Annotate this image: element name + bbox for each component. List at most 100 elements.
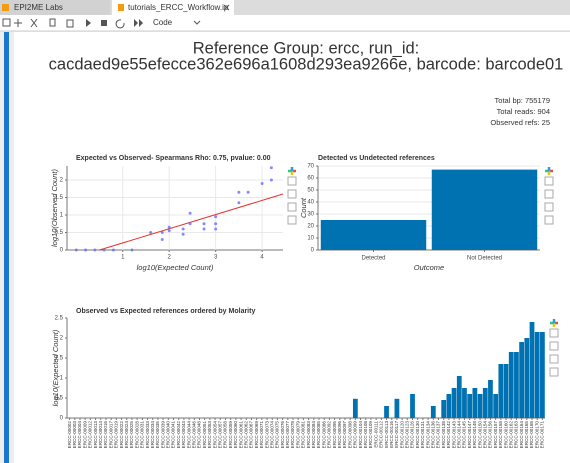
stat: Total reads: 904 bbox=[497, 107, 550, 116]
x-tick-label: ERCC-00016 bbox=[103, 421, 108, 449]
y-tick-label: 50 bbox=[307, 188, 314, 194]
x-tick-label: ERCC-00062 bbox=[243, 421, 248, 449]
x-tick-label: ERCC-00150 bbox=[477, 421, 482, 449]
bar bbox=[519, 342, 525, 418]
tab-icon bbox=[2, 4, 9, 11]
x-tick-label: ERCC-00145 bbox=[462, 421, 467, 449]
plot-toolbar[interactable] bbox=[549, 318, 559, 377]
x-tick-label: ERCC-00092 bbox=[327, 421, 332, 449]
point bbox=[188, 222, 192, 226]
x-tick-label: ERCC-00138 bbox=[441, 421, 446, 449]
select-caret[interactable] bbox=[193, 20, 201, 25]
chart-title: Observed vs Expected references ordered … bbox=[76, 308, 255, 315]
tool-icon bbox=[544, 189, 554, 199]
bar bbox=[431, 169, 538, 250]
plot-toolbar[interactable] bbox=[287, 166, 297, 225]
x-tick-label: ERCC-00111 bbox=[373, 421, 378, 448]
x-tick-label: ERCC-00078 bbox=[290, 421, 295, 449]
x-tick-label: ERCC-00035 bbox=[155, 421, 160, 449]
bar bbox=[534, 332, 540, 418]
x-tick-label: ERCC-00116 bbox=[389, 421, 394, 448]
tool-icon bbox=[544, 215, 554, 225]
tab-close[interactable] bbox=[223, 4, 230, 11]
x-tick-label: ERCC-00002 bbox=[67, 421, 72, 449]
bar bbox=[498, 364, 504, 418]
tool-icon bbox=[287, 202, 297, 212]
x-tick-label: ERCC-00048 bbox=[197, 421, 202, 449]
point bbox=[111, 248, 115, 252]
bar bbox=[430, 406, 436, 418]
tool-icon bbox=[287, 215, 297, 225]
x-tick-label: ERCC-00096 bbox=[337, 421, 342, 449]
x-tick-label: ERCC-00033 bbox=[145, 421, 150, 449]
x-tick-label: ERCC-00170 bbox=[534, 421, 539, 449]
point bbox=[93, 248, 97, 252]
x-tick-label: ERCC-00162 bbox=[508, 421, 513, 449]
bar bbox=[320, 220, 427, 250]
toolbar bbox=[0, 15, 570, 31]
bar bbox=[477, 394, 483, 418]
x-tick-label: ERCC-00085 bbox=[316, 421, 321, 449]
toolbar-icons[interactable] bbox=[2, 18, 143, 29]
x-tick-label: ERCC-00104 bbox=[358, 421, 363, 449]
x-tick-label: ERCC-00168 bbox=[529, 421, 534, 449]
tool-icon bbox=[544, 202, 554, 212]
tool-icon bbox=[549, 354, 559, 364]
chart-title: Detected vs Undetected references bbox=[318, 155, 435, 162]
plot-toolbar[interactable] bbox=[544, 166, 554, 225]
x-tick-label: ERCC-00148 bbox=[472, 421, 477, 449]
x-tick-label: ERCC-00061 bbox=[238, 421, 243, 449]
point bbox=[149, 231, 153, 234]
bar bbox=[540, 332, 545, 418]
y-tick-label: 0 bbox=[60, 248, 64, 254]
bar bbox=[446, 394, 452, 418]
x-tick-label: ERCC-00147 bbox=[467, 421, 472, 449]
cell-type-select[interactable]: Code bbox=[153, 18, 173, 27]
bar bbox=[514, 352, 519, 418]
x-tick-label: ERCC-00160 bbox=[503, 421, 508, 449]
y-tick-label: 2 bbox=[60, 178, 64, 184]
x-tick-label: ERCC-00076 bbox=[280, 421, 285, 449]
point bbox=[214, 222, 218, 226]
point bbox=[160, 231, 164, 234]
tab-label[interactable]: EPI2ME Labs bbox=[14, 3, 63, 12]
x-tick-label: 4 bbox=[260, 255, 264, 261]
x-tick-label: ERCC-00051 bbox=[202, 421, 207, 449]
bar bbox=[503, 364, 509, 418]
x-tick-label: ERCC-00003 bbox=[72, 421, 77, 449]
x-tick-label: ERCC-00073 bbox=[264, 421, 269, 449]
x-tick-label: ERCC-00046 bbox=[192, 421, 197, 449]
x-tick-label: ERCC-00054 bbox=[212, 421, 217, 449]
tab[interactable] bbox=[0, 0, 110, 15]
tab-label[interactable]: tutorials_ERCC_Workflow.ip bbox=[128, 3, 229, 12]
x-tick-label: ERCC-00022 bbox=[119, 421, 124, 449]
x-tick-label: ERCC-00057 bbox=[217, 421, 222, 449]
x-tick-label: 3 bbox=[214, 255, 218, 261]
x-tick-label: ERCC-00137 bbox=[436, 421, 441, 449]
point bbox=[269, 166, 273, 170]
x-tick-label: ERCC-00028 bbox=[134, 421, 139, 449]
y-tick-label: 20 bbox=[307, 224, 314, 230]
x-tick-label: ERCC-00120 bbox=[399, 421, 404, 449]
cell-selection-bar bbox=[4, 32, 9, 463]
x-tick-label: 2 bbox=[168, 255, 172, 261]
y-tick-label: 2.5 bbox=[55, 316, 64, 322]
point bbox=[181, 232, 185, 236]
y-tick-label: 40 bbox=[307, 200, 314, 206]
x-tick-label: ERCC-00009 bbox=[82, 421, 87, 449]
point bbox=[188, 211, 192, 215]
x-tick-label: ERCC-00156 bbox=[488, 421, 493, 449]
x-tick-label: ERCC-00060 bbox=[233, 421, 238, 449]
x-tick-label: 1 bbox=[121, 255, 125, 261]
bar bbox=[467, 394, 473, 418]
bar bbox=[493, 394, 499, 418]
x-axis-label: Outcome bbox=[414, 263, 444, 272]
x-tick-label: ERCC-00142 bbox=[446, 421, 451, 449]
x-tick-label: ERCC-00031 bbox=[140, 421, 145, 449]
tab-active[interactable] bbox=[112, 0, 234, 15]
point bbox=[84, 248, 88, 252]
x-tick-label: ERCC-00059 bbox=[228, 421, 233, 449]
point bbox=[102, 248, 106, 252]
x-tick-label: ERCC-00053 bbox=[207, 421, 212, 449]
